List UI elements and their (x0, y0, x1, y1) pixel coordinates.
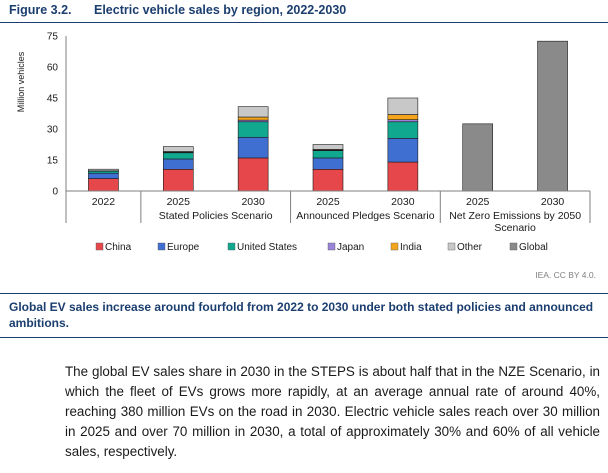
y-tick-label: 75 (47, 32, 59, 43)
legend-item: China (95, 242, 132, 253)
legend-item: Japan (327, 242, 364, 253)
legend-item: Europe (157, 242, 200, 253)
bar-segment-united-states (162, 152, 194, 160)
bar-segment-europe (162, 158, 194, 170)
bar-segment-other (387, 97, 419, 115)
bar-segment-united-states (237, 121, 269, 138)
legend-swatch (327, 242, 336, 251)
body-paragraph: The global EV sales share in 2030 in the… (65, 364, 600, 459)
bar-segment-japan (387, 119, 419, 123)
bar-segment-china (162, 169, 194, 192)
legend-label: Japan (337, 242, 364, 253)
bar-segment-china (88, 178, 119, 192)
legend-label: United States (237, 242, 297, 253)
bar-segment-united-states (88, 170, 119, 174)
bar-segment-other (312, 144, 344, 150)
bar-segment-india (237, 116, 269, 121)
x-group-label: Announced Pledges Scenario (296, 210, 435, 222)
bar-segment-china (387, 161, 419, 192)
figure-caption: Global EV sales increase around fourfold… (9, 300, 594, 330)
x-tick-label: 2030 (541, 196, 565, 208)
bar-segment-europe (312, 157, 344, 170)
legend-label: Europe (167, 242, 200, 253)
legend-label: Other (457, 242, 483, 253)
caption-top-rule (0, 293, 608, 294)
legend-swatch (509, 242, 518, 251)
bar-segment-europe (237, 136, 269, 159)
legend-item: Global (509, 242, 548, 253)
bar-segment-europe (387, 138, 419, 163)
figure-number: Figure 3.2. (9, 3, 72, 17)
y-tick-label: 45 (47, 94, 59, 105)
bar-segment-other (88, 168, 119, 172)
legend-label: India (400, 242, 422, 253)
x-tick-label: 2025 (316, 196, 340, 208)
legend-swatch (157, 242, 166, 251)
legend-swatch (95, 242, 104, 251)
y-tick-label: 0 (52, 187, 58, 198)
x-group-label: Scenario (494, 222, 536, 234)
x-tick-label: 2025 (466, 196, 490, 208)
bar-segment-india (387, 114, 419, 120)
legend-item: India (390, 242, 422, 253)
x-tick-label: 2030 (241, 196, 265, 208)
y-axis-title: Million vehicles (16, 51, 26, 112)
legend-swatch (227, 242, 236, 251)
x-tick-label: 2025 (167, 196, 191, 208)
bar-segment-europe (88, 172, 119, 179)
y-tick-label: 60 (47, 63, 59, 74)
figure-credit: IEA. CC BY 4.0. (535, 270, 596, 280)
legend-swatch (447, 242, 456, 251)
legend-label: Global (519, 242, 548, 253)
legend-item: Other (447, 242, 483, 253)
figure-title: Electric vehicle sales by region, 2022-2… (94, 3, 347, 17)
bar-segment-china (312, 169, 344, 192)
legend-label: China (105, 242, 132, 253)
x-group-label: Net Zero Emissions by 2050 (449, 210, 581, 222)
legend-item: United States (227, 242, 297, 253)
bar-segment-global (537, 40, 568, 192)
bar-segment-global (462, 123, 494, 192)
caption-bottom-rule (0, 337, 608, 338)
x-tick-label: 2022 (92, 196, 116, 208)
bar-segment-china (237, 157, 269, 192)
x-tick-label: 2030 (391, 196, 415, 208)
y-tick-label: 30 (47, 125, 59, 136)
bar-segment-other (237, 106, 269, 118)
bar-segment-united-states (312, 150, 344, 159)
ev-sales-chart: Million vehicles 0 15 30 45 60 75 2022 2025 203… (16, 32, 591, 253)
y-tick-label: 15 (47, 156, 59, 167)
legend-swatch (390, 242, 399, 251)
figure-header: Figure 3.2. Electric vehicle sales by re… (0, 0, 608, 23)
bar-segment-other (162, 146, 194, 152)
x-group-label: Stated Policies Scenario (159, 210, 273, 222)
bar-segment-united-states (387, 121, 419, 139)
